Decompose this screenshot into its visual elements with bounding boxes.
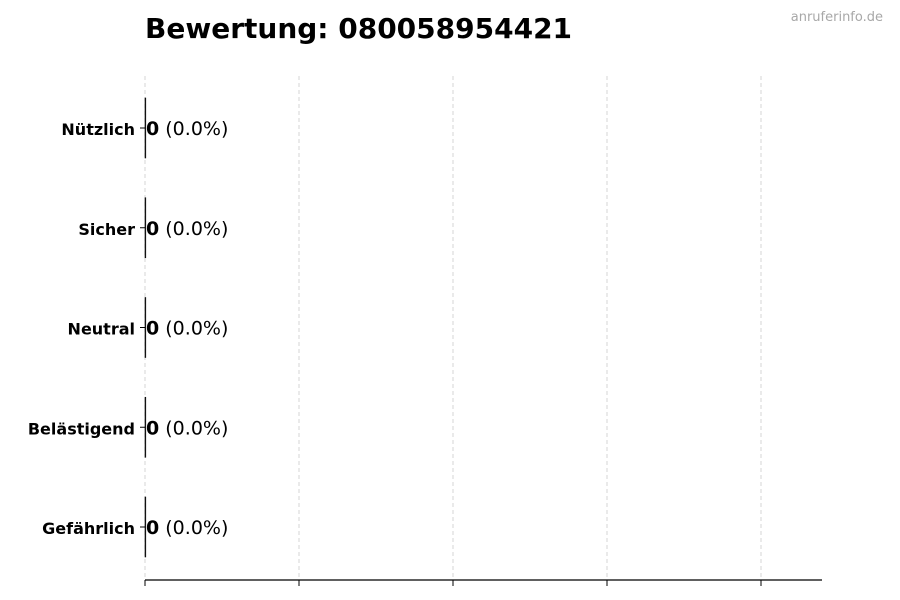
category-label: Nützlich xyxy=(61,120,135,139)
x-axis: Nützlich Sicher Neutral Belästigend Gefährli… xyxy=(28,120,822,586)
value-count: 0 xyxy=(146,517,159,539)
category-label: Gefährlich xyxy=(42,519,135,538)
category-label: Neutral xyxy=(68,320,135,339)
category-label: Belästigend xyxy=(28,419,135,438)
bars: 0 (0.0%)0 (0.0%)0 (0.0%)0 (0.0%)0 (0.0%) xyxy=(144,97,228,558)
value-label: 0 (0.0%) xyxy=(146,318,228,340)
value-count: 0 xyxy=(146,417,159,439)
value-count: 0 xyxy=(146,318,159,340)
value-label: 0 (0.0%) xyxy=(146,417,228,439)
chart-title: Bewertung: 080058954421 xyxy=(145,12,573,45)
value-label: 0 (0.0%) xyxy=(146,218,228,240)
category-label: Sicher xyxy=(78,220,135,239)
watermark: anruferinfo.de xyxy=(790,10,883,25)
grid-lines xyxy=(144,76,762,580)
value-label: 0 (0.0%) xyxy=(146,118,228,140)
value-percentage: (0.0%) xyxy=(159,417,228,439)
value-label: 0 (0.0%) xyxy=(146,517,228,539)
value-percentage: (0.0%) xyxy=(159,118,228,140)
value-percentage: (0.0%) xyxy=(159,517,228,539)
value-count: 0 xyxy=(146,118,159,140)
value-percentage: (0.0%) xyxy=(159,218,228,240)
value-percentage: (0.0%) xyxy=(159,318,228,340)
value-count: 0 xyxy=(146,218,159,240)
